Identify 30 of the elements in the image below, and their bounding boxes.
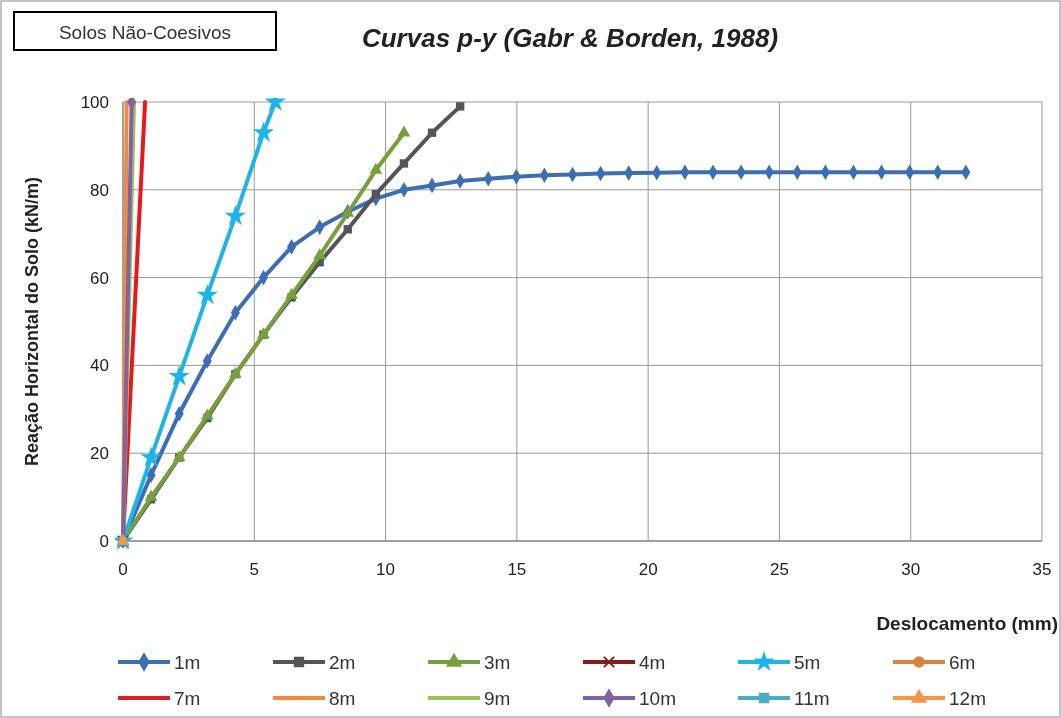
legend-label: 11m bbox=[794, 688, 830, 709]
x-axis-title: Deslocamento (mm) bbox=[876, 613, 1058, 634]
x-tick-label: 30 bbox=[901, 560, 921, 579]
legend-label: 10m bbox=[639, 688, 676, 709]
legend-label: 9m bbox=[484, 688, 511, 709]
y-tick-label: 80 bbox=[90, 180, 109, 200]
x-tick-label: 15 bbox=[507, 560, 527, 579]
y-tick-label: 40 bbox=[90, 356, 109, 376]
x-tick-label: 25 bbox=[769, 560, 789, 579]
x-tick-label: 5 bbox=[249, 560, 260, 579]
caption-box: Solos Não-Coesivos bbox=[13, 11, 277, 51]
x-tick-label: 20 bbox=[638, 560, 658, 579]
y-tick-label: 60 bbox=[90, 268, 109, 288]
legend-label: 12m bbox=[949, 688, 986, 709]
legend-label: 3m bbox=[484, 652, 511, 673]
y-tick-label: 100 bbox=[80, 93, 109, 112]
x-tick-label: 35 bbox=[1032, 560, 1052, 579]
y-axis-title: Reação Horizontal do Solo (kN/m) bbox=[22, 176, 42, 467]
x-tick-label: 10 bbox=[376, 560, 396, 579]
y-tick-label: 20 bbox=[90, 444, 109, 464]
legend-label: 6m bbox=[949, 652, 976, 673]
legend-label: 4m bbox=[639, 652, 666, 673]
legend-label: 2m bbox=[329, 652, 356, 673]
legend-label: 7m bbox=[174, 688, 201, 709]
chart-title: Curvas p-y (Gabr & Borden, 1988) bbox=[361, 23, 779, 53]
x-tick-label: 0 bbox=[118, 560, 128, 579]
y-tick-label: 0 bbox=[99, 532, 109, 551]
legend-label: 8m bbox=[329, 688, 356, 709]
legend-label: 1m bbox=[174, 652, 201, 673]
legend-label: 5m bbox=[794, 652, 821, 673]
